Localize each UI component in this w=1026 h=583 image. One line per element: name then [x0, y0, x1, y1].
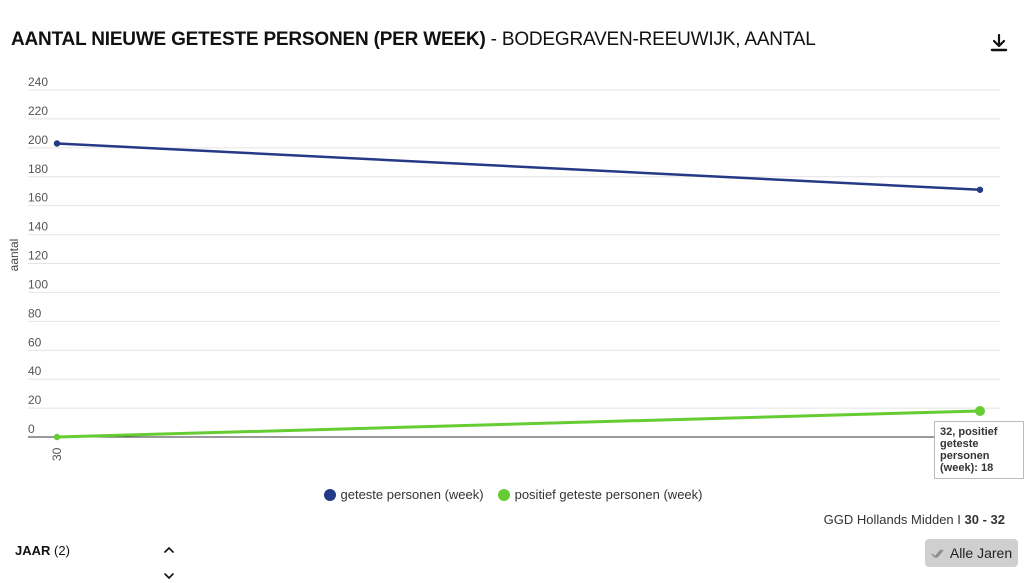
y-tick-label: 200: [28, 133, 48, 147]
data-point: [53, 140, 61, 147]
alle-jaren-button[interactable]: Alle Jaren: [925, 539, 1018, 567]
year-filter[interactable]: JAAR (2): [15, 543, 70, 558]
data-point: [53, 433, 61, 441]
legend-dot-icon: [323, 488, 336, 501]
legend-label: geteste personen (week): [340, 487, 484, 502]
double-check-icon: [931, 549, 944, 559]
y-tick-label: 80: [28, 306, 42, 320]
chevron-up-icon[interactable]: [163, 545, 175, 555]
source-prefix: GGD Hollands Midden I: [823, 512, 965, 527]
y-tick-label: 180: [28, 162, 48, 176]
y-tick-label: 20: [28, 393, 42, 407]
y-tick-label: 60: [28, 335, 42, 349]
y-axis-ticks: 0 20 40 60 80 100 120 140 160 180 200 220 240: [28, 75, 48, 436]
legend-item-geteste[interactable]: geteste personen (week): [323, 487, 484, 502]
alle-jaren-label: Alle Jaren: [949, 545, 1013, 561]
legend-dot-icon: [497, 488, 510, 501]
data-tooltip: 32, positief geteste personen (week): 18: [934, 421, 1024, 479]
grid-lines: [28, 89, 1000, 409]
y-tick-label: 100: [28, 277, 48, 291]
y-axis-label: aantal: [7, 239, 21, 272]
series-line-2: [56, 409, 981, 439]
line-chart: 0 20 40 60 80 100 120 140 160 180 200 220 240 aantal…: [7, 75, 1000, 461]
chart-series: [53, 140, 985, 441]
x-axis-ticks: 30: [50, 447, 64, 461]
data-point: [975, 405, 985, 416]
download-button[interactable]: [986, 30, 1012, 56]
filter-count: (2): [54, 543, 70, 558]
y-tick-label: 140: [28, 220, 48, 234]
x-tick-label: 30: [50, 447, 64, 461]
legend-item-positief[interactable]: positief geteste personen (week): [497, 487, 703, 502]
legend-label: positief geteste personen (week): [514, 487, 703, 502]
chart-title: AANTAL NIEUWE GETESTE PERSONEN (PER WEEK…: [11, 29, 816, 51]
y-tick-label: 160: [28, 191, 48, 205]
chevron-down-icon[interactable]: [163, 571, 175, 581]
chart-title-main: AANTAL NIEUWE GETESTE PERSONEN (PER WEEK…: [11, 29, 486, 50]
chart-title-sub: - BODEGRAVEN-REEUWIJK, AANTAL: [485, 29, 816, 50]
source-note: GGD Hollands Midden I 30 - 32: [824, 512, 1005, 527]
y-tick-label: 240: [28, 75, 48, 89]
chart-legend: geteste personen (week) positief geteste…: [0, 487, 1026, 502]
data-point: [976, 186, 984, 193]
y-tick-label: 120: [28, 249, 48, 263]
y-tick-label: 40: [28, 364, 42, 378]
download-icon: [990, 33, 1008, 52]
y-tick-label: 220: [28, 104, 48, 118]
source-range: 30 - 32: [964, 512, 1005, 527]
filter-label: JAAR: [15, 543, 51, 558]
y-tick-label: 0: [28, 422, 35, 436]
series-line-1: [56, 142, 981, 192]
